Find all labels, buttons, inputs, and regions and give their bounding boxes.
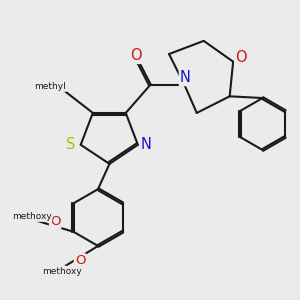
Text: N: N <box>180 70 191 85</box>
Text: O: O <box>235 50 247 65</box>
Text: methoxy: methoxy <box>12 212 52 221</box>
Text: methoxy: methoxy <box>42 266 82 275</box>
Text: O: O <box>75 254 85 267</box>
Text: methyl: methyl <box>34 82 66 91</box>
Text: N: N <box>141 137 152 152</box>
Text: O: O <box>130 48 142 63</box>
Text: O: O <box>50 215 60 228</box>
Text: S: S <box>66 137 76 152</box>
